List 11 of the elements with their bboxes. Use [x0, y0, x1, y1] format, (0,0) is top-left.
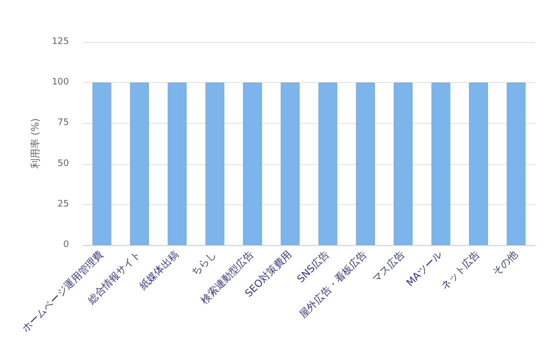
x-tick-label: マス広告: [370, 248, 408, 286]
y-tick-label: 25: [58, 199, 69, 210]
y-tick-label: 100: [52, 78, 70, 88]
y-tick-label: 0: [63, 240, 70, 250]
x-tick-label: ちらし: [190, 249, 219, 278]
y-tick-label: 125: [52, 37, 69, 47]
y-tick-label: 75: [58, 118, 69, 128]
y-axis-title: 利用率 (%): [29, 118, 42, 169]
y-tick-label: 50: [58, 158, 70, 169]
x-tick-label: 紙媒体出稿: [137, 248, 182, 292]
x-tick-label: その他: [490, 248, 520, 278]
